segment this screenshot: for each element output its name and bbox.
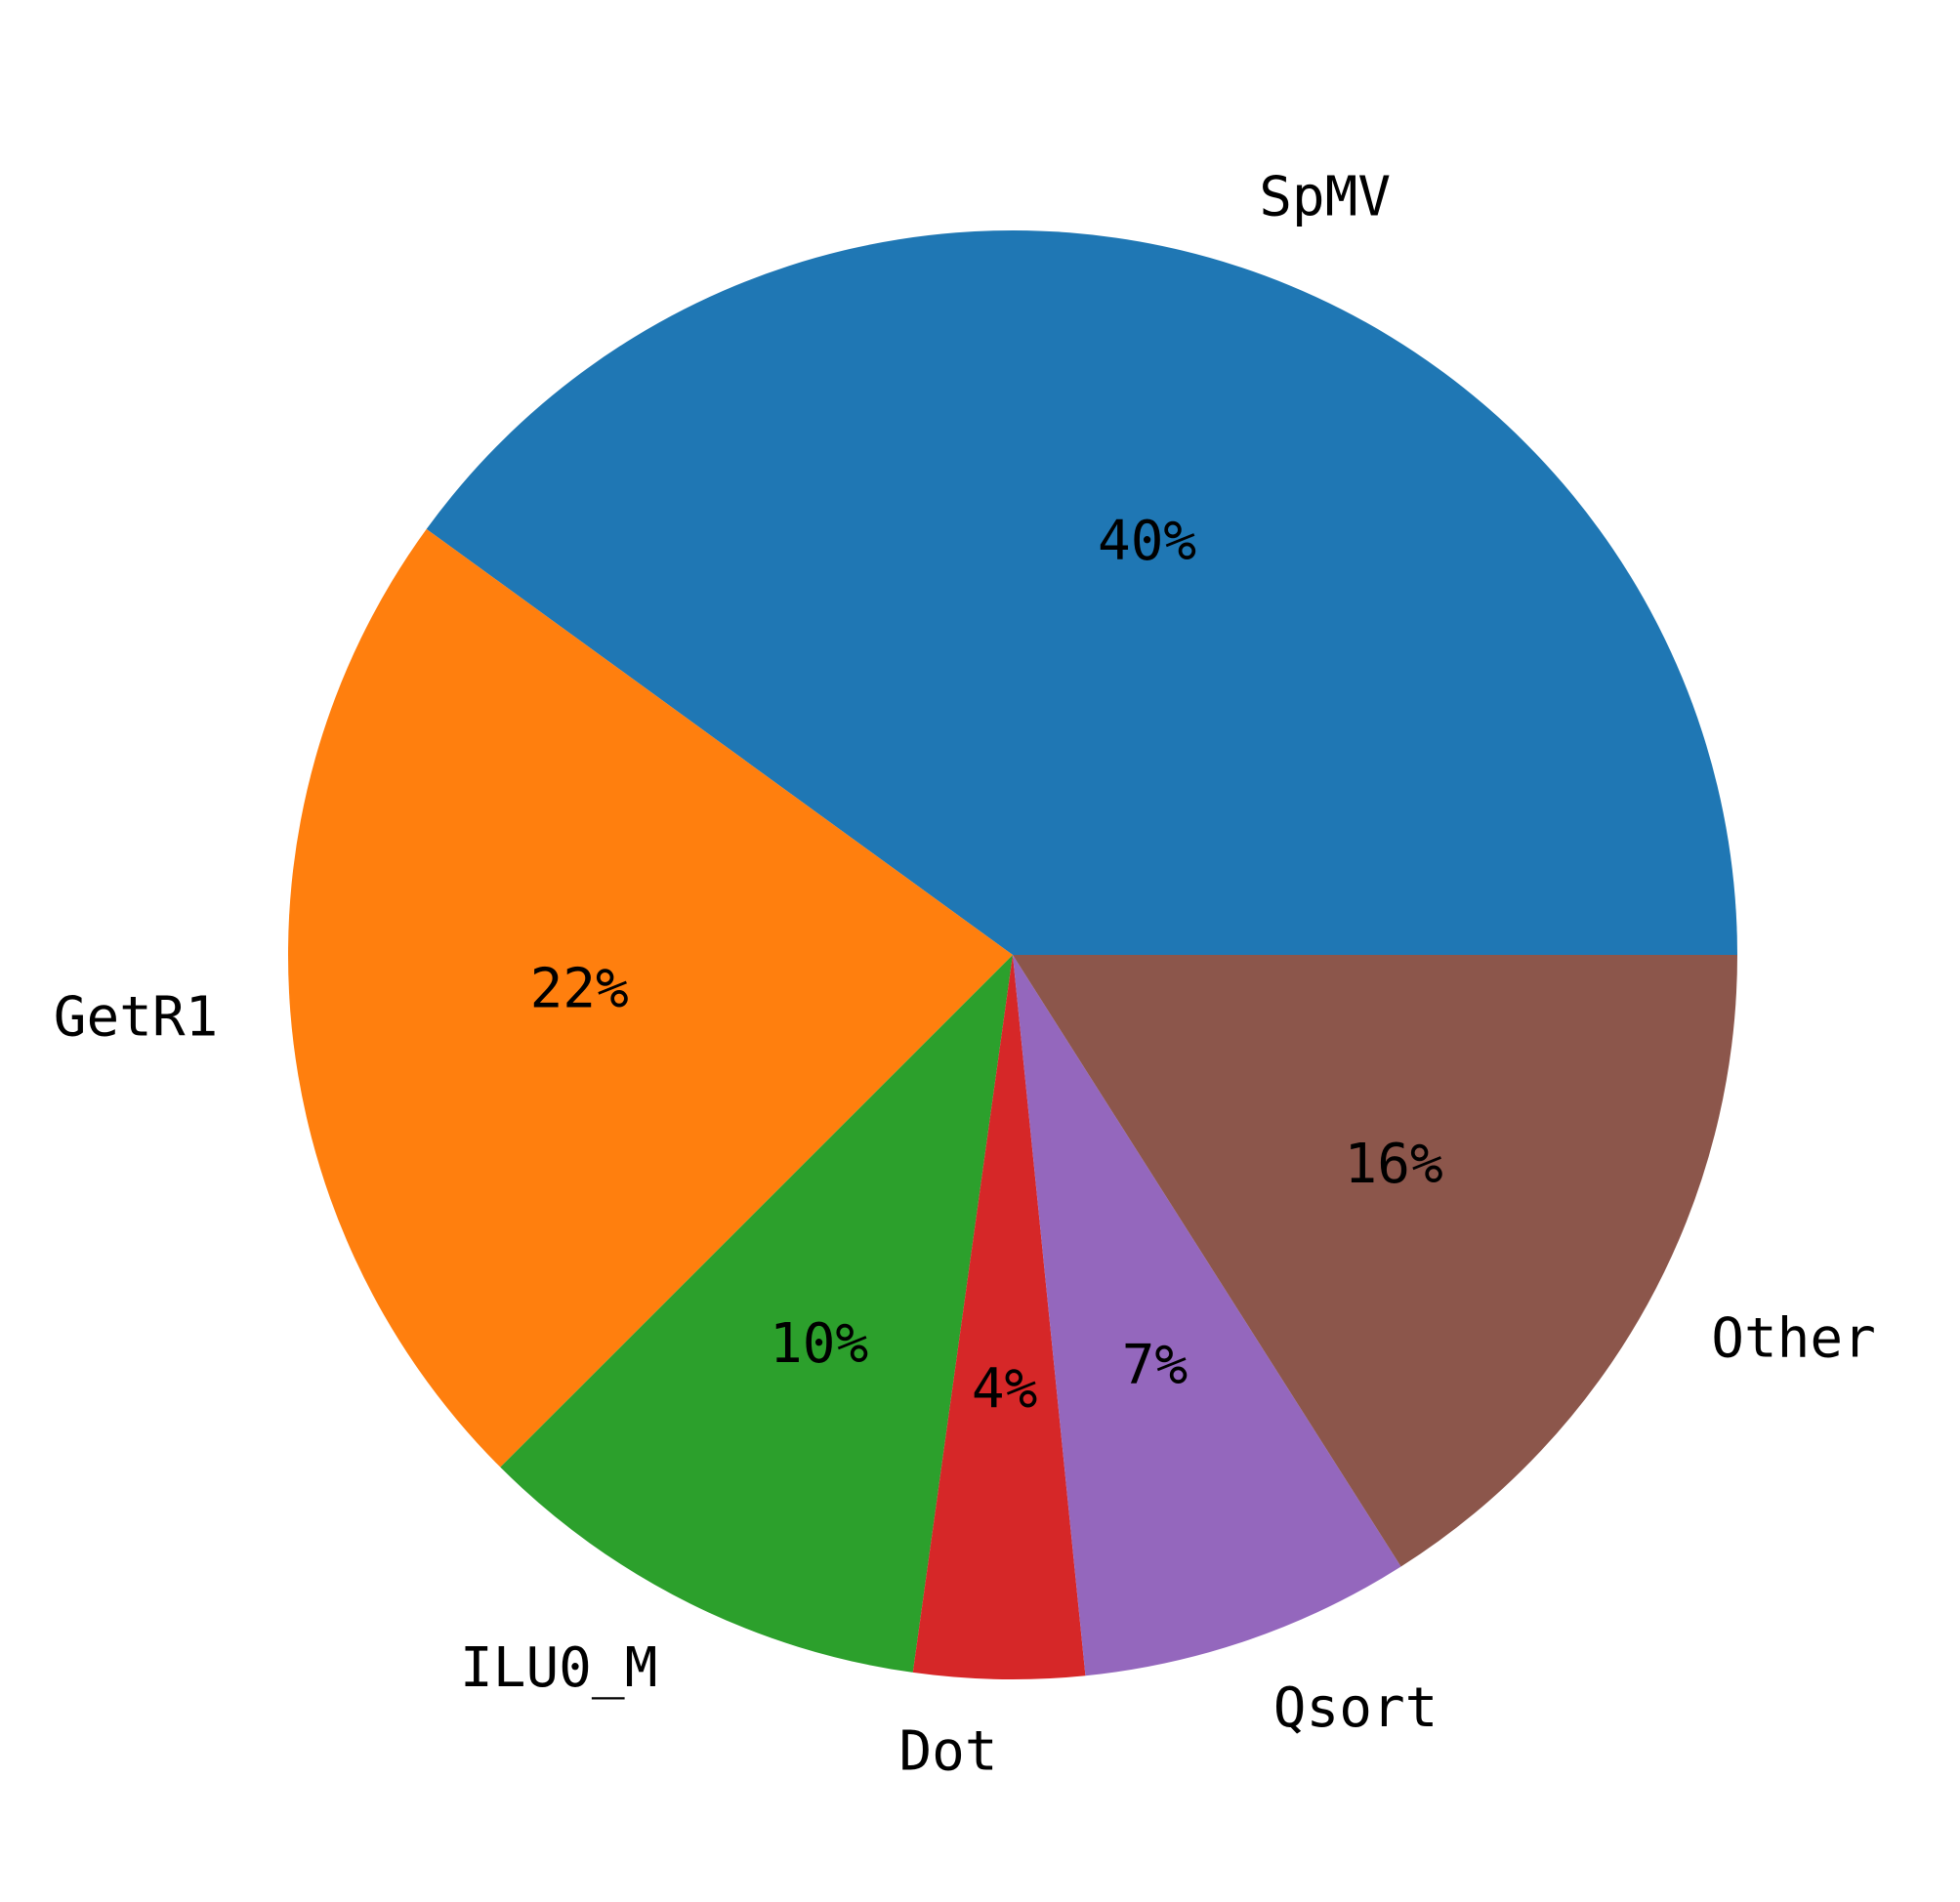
pie-slice-qsort: [1013, 955, 1401, 1676]
category-label-ilu0-m: ILU0_M: [460, 1636, 657, 1700]
pie-slice-getr1: [288, 528, 1013, 1468]
category-labels: SpMV GetR1 ILU0_M Dot Qsort Other: [54, 165, 1876, 1783]
percent-label-other: 16%: [1345, 1133, 1443, 1196]
percent-label-dot: 4%: [972, 1358, 1037, 1422]
pie-slice-spmv: [426, 229, 1738, 955]
pie-slice-dot: [912, 955, 1086, 1679]
percent-label-ilu0-m: 10%: [770, 1312, 868, 1376]
pie-slice-ilu0-m: [500, 955, 1013, 1673]
percent-label-spmv: 40%: [1098, 510, 1196, 573]
percent-labels: 40% 22% 10% 4% 7% 16%: [530, 510, 1443, 1422]
category-label-qsort: Qsort: [1273, 1676, 1439, 1740]
percent-label-qsort: 7%: [1122, 1334, 1188, 1397]
category-label-other: Other: [1711, 1307, 1876, 1371]
percent-label-getr1: 22%: [530, 957, 629, 1020]
category-label-spmv: SpMV: [1259, 165, 1391, 228]
category-label-dot: Dot: [898, 1720, 997, 1784]
category-label-getr1: GetR1: [54, 986, 219, 1050]
pie-slice-other: [1013, 955, 1737, 1567]
pie-slices: [288, 229, 1738, 1679]
